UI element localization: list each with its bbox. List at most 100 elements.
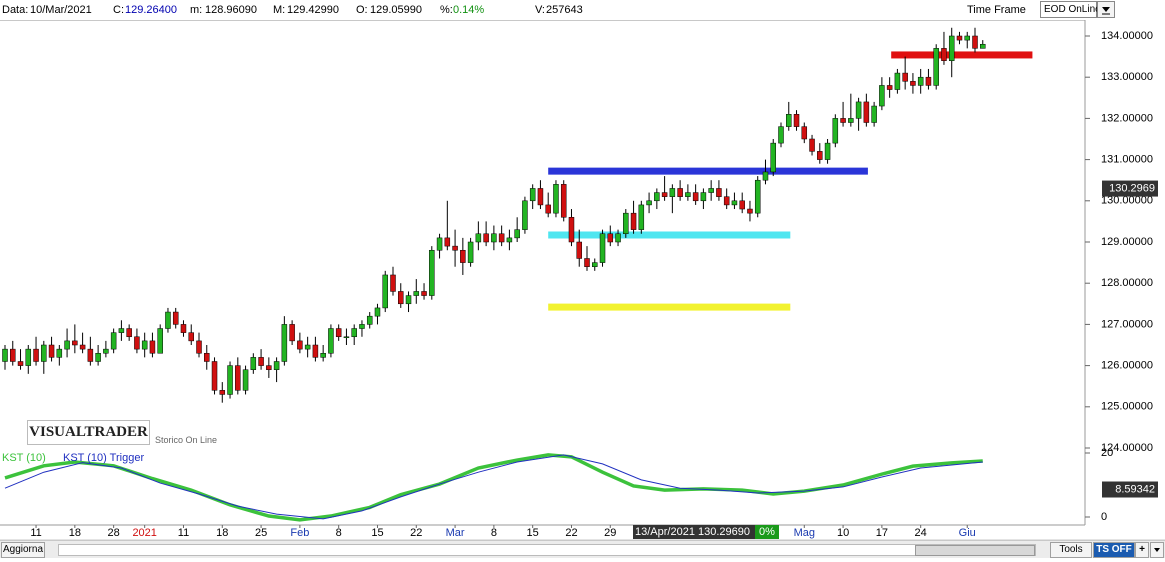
candle-body [204, 352, 210, 362]
candle-body [739, 200, 745, 210]
candle-body [235, 365, 241, 391]
candle-body [917, 76, 924, 86]
candle-body [188, 332, 194, 342]
candle-body [623, 212, 629, 235]
header-label: C: [113, 4, 124, 16]
candle-body [840, 118, 846, 123]
candle-body [475, 233, 482, 243]
scrollbar[interactable] [58, 544, 1036, 556]
menu-icon [1154, 548, 1160, 552]
time-frame-dropdown[interactable] [1097, 1, 1115, 18]
indicator-line [4, 454, 983, 520]
candle-body [103, 348, 109, 354]
header-label: m: [190, 4, 203, 16]
scroll-thumb[interactable] [915, 545, 1035, 556]
refresh-button[interactable]: Aggiorna [1, 542, 45, 558]
candle-body [560, 184, 567, 218]
candle-body [638, 204, 645, 230]
legend-entry: KST (10) [2, 452, 46, 464]
y-tick-label: 134.00000 [1101, 30, 1153, 42]
candle-body [754, 179, 761, 214]
candle-body [312, 344, 319, 358]
candle-body [793, 114, 800, 127]
y-tick-label: 133.00000 [1101, 71, 1153, 83]
candle-body [95, 352, 101, 362]
logo-subtitle: Storico On Line [155, 435, 218, 445]
candle-body [498, 233, 505, 243]
x-tick-label: Giu [959, 527, 976, 539]
header-value: 129.05990 [370, 4, 422, 16]
candle-body [452, 245, 458, 251]
candle-body [956, 35, 963, 41]
cursor-price-bg [1102, 180, 1158, 197]
y-tick-label: 128.00000 [1101, 277, 1153, 289]
x-tick-label: 24 [915, 527, 927, 539]
candle-body [832, 118, 839, 144]
time-frame-label: Time Frame [967, 4, 1026, 16]
time-frame-select[interactable]: EOD OnLine [1040, 1, 1101, 18]
candle-body [770, 142, 776, 173]
candle-body [584, 258, 590, 267]
candle-body [902, 72, 908, 82]
candle-body [413, 291, 420, 296]
candle-body [398, 291, 404, 305]
candle-body [669, 188, 676, 197]
candle-body [483, 233, 489, 243]
tools-button[interactable]: Tools [1050, 542, 1092, 558]
x-tick-label: Mag [794, 527, 815, 539]
candle-body [180, 324, 187, 333]
candle-body [211, 361, 218, 391]
candle-body [366, 315, 373, 325]
legend-entry: KST (10) Trigger [63, 452, 144, 464]
candle-body [599, 233, 606, 263]
axis-panel [1085, 20, 1165, 540]
candle-body [894, 72, 901, 90]
candle-body [817, 151, 823, 160]
candle-body [677, 188, 683, 197]
candle-body [731, 200, 738, 206]
level-line [891, 51, 1033, 59]
candle-body [576, 241, 582, 259]
candle-body [661, 192, 668, 197]
candle-body [553, 184, 559, 214]
candle-body [630, 212, 637, 230]
candle-body [723, 196, 730, 206]
candle-body [281, 324, 288, 362]
candle-body [304, 344, 311, 350]
candle-body [266, 365, 272, 370]
candle-body [460, 249, 466, 263]
candle-body [685, 192, 691, 197]
candle-body [654, 192, 660, 202]
candle-body [848, 118, 854, 123]
x-tick-label: 15 [527, 527, 539, 539]
candle-body [537, 188, 544, 206]
candle-body [390, 274, 396, 292]
candle-body [436, 237, 443, 251]
indicator-value-bg [1102, 481, 1158, 498]
candle-body [328, 328, 334, 354]
candle-body [359, 324, 365, 329]
candle-body [172, 311, 179, 325]
candle-body [592, 262, 598, 267]
level-line [548, 231, 791, 239]
header-value: 129.26400 [125, 4, 177, 16]
x-tick-label: 2021 [132, 527, 156, 539]
candle-body [980, 43, 986, 49]
header-value: 257643 [546, 4, 583, 16]
candle-body [855, 101, 862, 119]
candle-body [297, 340, 303, 350]
y-tick-label: 129.00000 [1101, 236, 1153, 248]
menu-button[interactable] [1150, 542, 1164, 558]
candle-body [429, 249, 435, 296]
candle-body [165, 311, 171, 329]
candle-body [716, 188, 722, 197]
candle-body [522, 200, 528, 230]
ts-button[interactable]: TS OFF [1093, 542, 1135, 558]
add-button[interactable]: + [1135, 542, 1149, 558]
time-frame-value: EOD OnLine [1044, 4, 1101, 15]
header-label: Data: [2, 4, 29, 16]
candle-body [545, 204, 551, 214]
candle-body [692, 192, 699, 202]
x-tick-label: 29 [604, 527, 616, 539]
x-tick-label: 22 [565, 527, 577, 539]
